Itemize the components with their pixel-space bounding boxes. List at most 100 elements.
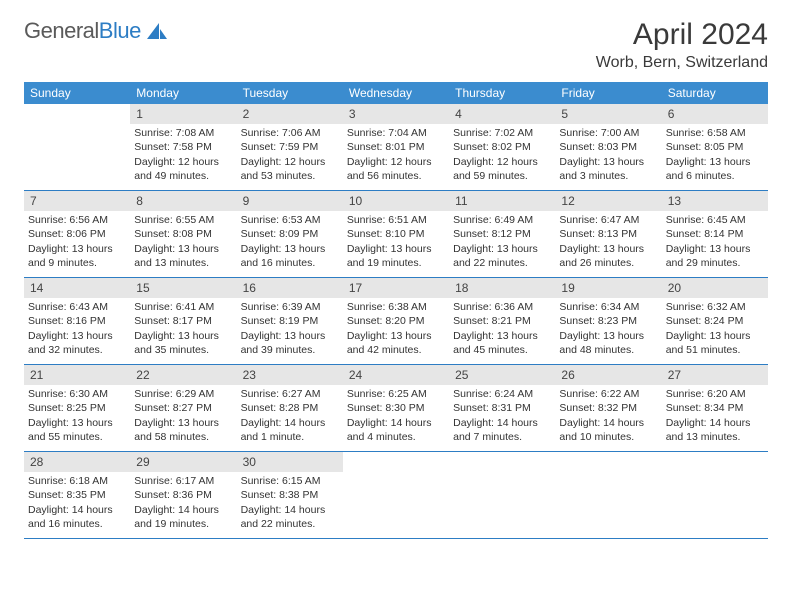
day-info-line: Daylight: 14 hours and 16 minutes.: [28, 503, 126, 531]
day-info-line: Sunset: 8:32 PM: [559, 401, 657, 415]
day-info-line: Sunset: 8:13 PM: [559, 227, 657, 241]
day-number: 26: [555, 365, 661, 385]
day-cell: 28Sunrise: 6:18 AMSunset: 8:35 PMDayligh…: [24, 452, 130, 538]
day-body: [343, 452, 449, 458]
day-info-line: Sunrise: 7:08 AM: [134, 126, 232, 140]
brand-logo: GeneralBlue: [24, 18, 169, 44]
day-body: Sunrise: 6:39 AMSunset: 8:19 PMDaylight:…: [237, 298, 343, 361]
day-number: 6: [662, 104, 768, 124]
day-info-line: Daylight: 14 hours and 10 minutes.: [559, 416, 657, 444]
day-cell: 29Sunrise: 6:17 AMSunset: 8:36 PMDayligh…: [130, 452, 236, 538]
day-body: Sunrise: 6:24 AMSunset: 8:31 PMDaylight:…: [449, 385, 555, 448]
day-number: 18: [449, 278, 555, 298]
day-body: Sunrise: 7:08 AMSunset: 7:58 PMDaylight:…: [130, 124, 236, 187]
day-info-line: Sunset: 8:05 PM: [666, 140, 764, 154]
day-info-line: Daylight: 13 hours and 16 minutes.: [241, 242, 339, 270]
day-info-line: Sunset: 8:09 PM: [241, 227, 339, 241]
day-number: 7: [24, 191, 130, 211]
day-info-line: Daylight: 12 hours and 53 minutes.: [241, 155, 339, 183]
day-number: 22: [130, 365, 236, 385]
day-body: Sunrise: 6:27 AMSunset: 8:28 PMDaylight:…: [237, 385, 343, 448]
day-info-line: Sunrise: 7:06 AM: [241, 126, 339, 140]
day-number: 23: [237, 365, 343, 385]
day-number: 19: [555, 278, 661, 298]
week-row: 14Sunrise: 6:43 AMSunset: 8:16 PMDayligh…: [24, 278, 768, 365]
weekday-header-row: SundayMondayTuesdayWednesdayThursdayFrid…: [24, 82, 768, 104]
day-info-line: Sunrise: 6:55 AM: [134, 213, 232, 227]
day-info-line: Daylight: 14 hours and 22 minutes.: [241, 503, 339, 531]
day-info-line: Sunrise: 6:20 AM: [666, 387, 764, 401]
day-body: Sunrise: 6:41 AMSunset: 8:17 PMDaylight:…: [130, 298, 236, 361]
day-info-line: Sunrise: 7:00 AM: [559, 126, 657, 140]
day-number: 13: [662, 191, 768, 211]
day-number: 12: [555, 191, 661, 211]
day-body: [555, 452, 661, 458]
day-info-line: Daylight: 13 hours and 13 minutes.: [134, 242, 232, 270]
day-info-line: Sunrise: 6:22 AM: [559, 387, 657, 401]
day-info-line: Daylight: 13 hours and 9 minutes.: [28, 242, 126, 270]
day-cell: 6 Sunrise: 6:58 AMSunset: 8:05 PMDaylight…: [662, 104, 768, 190]
day-body: Sunrise: 6:36 AMSunset: 8:21 PMDaylight:…: [449, 298, 555, 361]
day-cell: [449, 452, 555, 538]
day-info-line: Daylight: 13 hours and 58 minutes.: [134, 416, 232, 444]
day-info-line: Sunrise: 6:29 AM: [134, 387, 232, 401]
day-info-line: Sunrise: 6:24 AM: [453, 387, 551, 401]
day-info-line: Daylight: 13 hours and 3 minutes.: [559, 155, 657, 183]
calendar-grid: SundayMondayTuesdayWednesdayThursdayFrid…: [24, 82, 768, 539]
day-info-line: Sunset: 8:06 PM: [28, 227, 126, 241]
title-block: April 2024 Worb, Bern, Switzerland: [596, 18, 768, 72]
day-cell: [555, 452, 661, 538]
day-info-line: Daylight: 13 hours and 51 minutes.: [666, 329, 764, 357]
day-info-line: Daylight: 13 hours and 45 minutes.: [453, 329, 551, 357]
day-number: 15: [130, 278, 236, 298]
day-info-line: Daylight: 14 hours and 4 minutes.: [347, 416, 445, 444]
day-info-line: Sunrise: 6:58 AM: [666, 126, 764, 140]
day-info-line: Daylight: 13 hours and 6 minutes.: [666, 155, 764, 183]
day-info-line: Sunrise: 6:18 AM: [28, 474, 126, 488]
day-body: Sunrise: 6:51 AMSunset: 8:10 PMDaylight:…: [343, 211, 449, 274]
weekday-header: Saturday: [662, 82, 768, 104]
brand-text-1: General: [24, 18, 99, 44]
day-info-line: Sunrise: 6:38 AM: [347, 300, 445, 314]
day-cell: 21Sunrise: 6:30 AMSunset: 8:25 PMDayligh…: [24, 365, 130, 451]
day-number: 29: [130, 452, 236, 472]
day-number: 20: [662, 278, 768, 298]
day-body: Sunrise: 6:22 AMSunset: 8:32 PMDaylight:…: [555, 385, 661, 448]
weekday-header: Tuesday: [237, 82, 343, 104]
day-cell: 11Sunrise: 6:49 AMSunset: 8:12 PMDayligh…: [449, 191, 555, 277]
day-info-line: Sunset: 8:25 PM: [28, 401, 126, 415]
day-number: 21: [24, 365, 130, 385]
day-info-line: Daylight: 13 hours and 42 minutes.: [347, 329, 445, 357]
day-number: 24: [343, 365, 449, 385]
day-number: 2: [237, 104, 343, 124]
day-info-line: Sunrise: 6:41 AM: [134, 300, 232, 314]
brand-sail-icon: [145, 21, 169, 41]
day-info-line: Daylight: 14 hours and 19 minutes.: [134, 503, 232, 531]
day-info-line: Daylight: 14 hours and 13 minutes.: [666, 416, 764, 444]
day-info-line: Sunrise: 6:27 AM: [241, 387, 339, 401]
day-info-line: Sunrise: 6:45 AM: [666, 213, 764, 227]
day-info-line: Sunset: 8:36 PM: [134, 488, 232, 502]
week-row: 7Sunrise: 6:56 AMSunset: 8:06 PMDaylight…: [24, 191, 768, 278]
day-info-line: Sunset: 8:08 PM: [134, 227, 232, 241]
day-number: 9: [237, 191, 343, 211]
day-info-line: Sunset: 8:17 PM: [134, 314, 232, 328]
day-number: 10: [343, 191, 449, 211]
day-info-line: Sunset: 8:14 PM: [666, 227, 764, 241]
day-info-line: Sunset: 8:30 PM: [347, 401, 445, 415]
day-body: Sunrise: 6:53 AMSunset: 8:09 PMDaylight:…: [237, 211, 343, 274]
day-info-line: Sunset: 8:02 PM: [453, 140, 551, 154]
day-info-line: Sunset: 8:27 PM: [134, 401, 232, 415]
day-cell: 25Sunrise: 6:24 AMSunset: 8:31 PMDayligh…: [449, 365, 555, 451]
day-body: Sunrise: 6:47 AMSunset: 8:13 PMDaylight:…: [555, 211, 661, 274]
day-body: Sunrise: 7:06 AMSunset: 7:59 PMDaylight:…: [237, 124, 343, 187]
day-body: Sunrise: 6:25 AMSunset: 8:30 PMDaylight:…: [343, 385, 449, 448]
weekday-header: Sunday: [24, 82, 130, 104]
day-body: Sunrise: 6:30 AMSunset: 8:25 PMDaylight:…: [24, 385, 130, 448]
day-info-line: Daylight: 12 hours and 49 minutes.: [134, 155, 232, 183]
day-info-line: Sunset: 8:20 PM: [347, 314, 445, 328]
weekday-header: Wednesday: [343, 82, 449, 104]
day-info-line: Sunset: 8:31 PM: [453, 401, 551, 415]
day-info-line: Sunrise: 6:15 AM: [241, 474, 339, 488]
day-body: Sunrise: 7:00 AMSunset: 8:03 PMDaylight:…: [555, 124, 661, 187]
